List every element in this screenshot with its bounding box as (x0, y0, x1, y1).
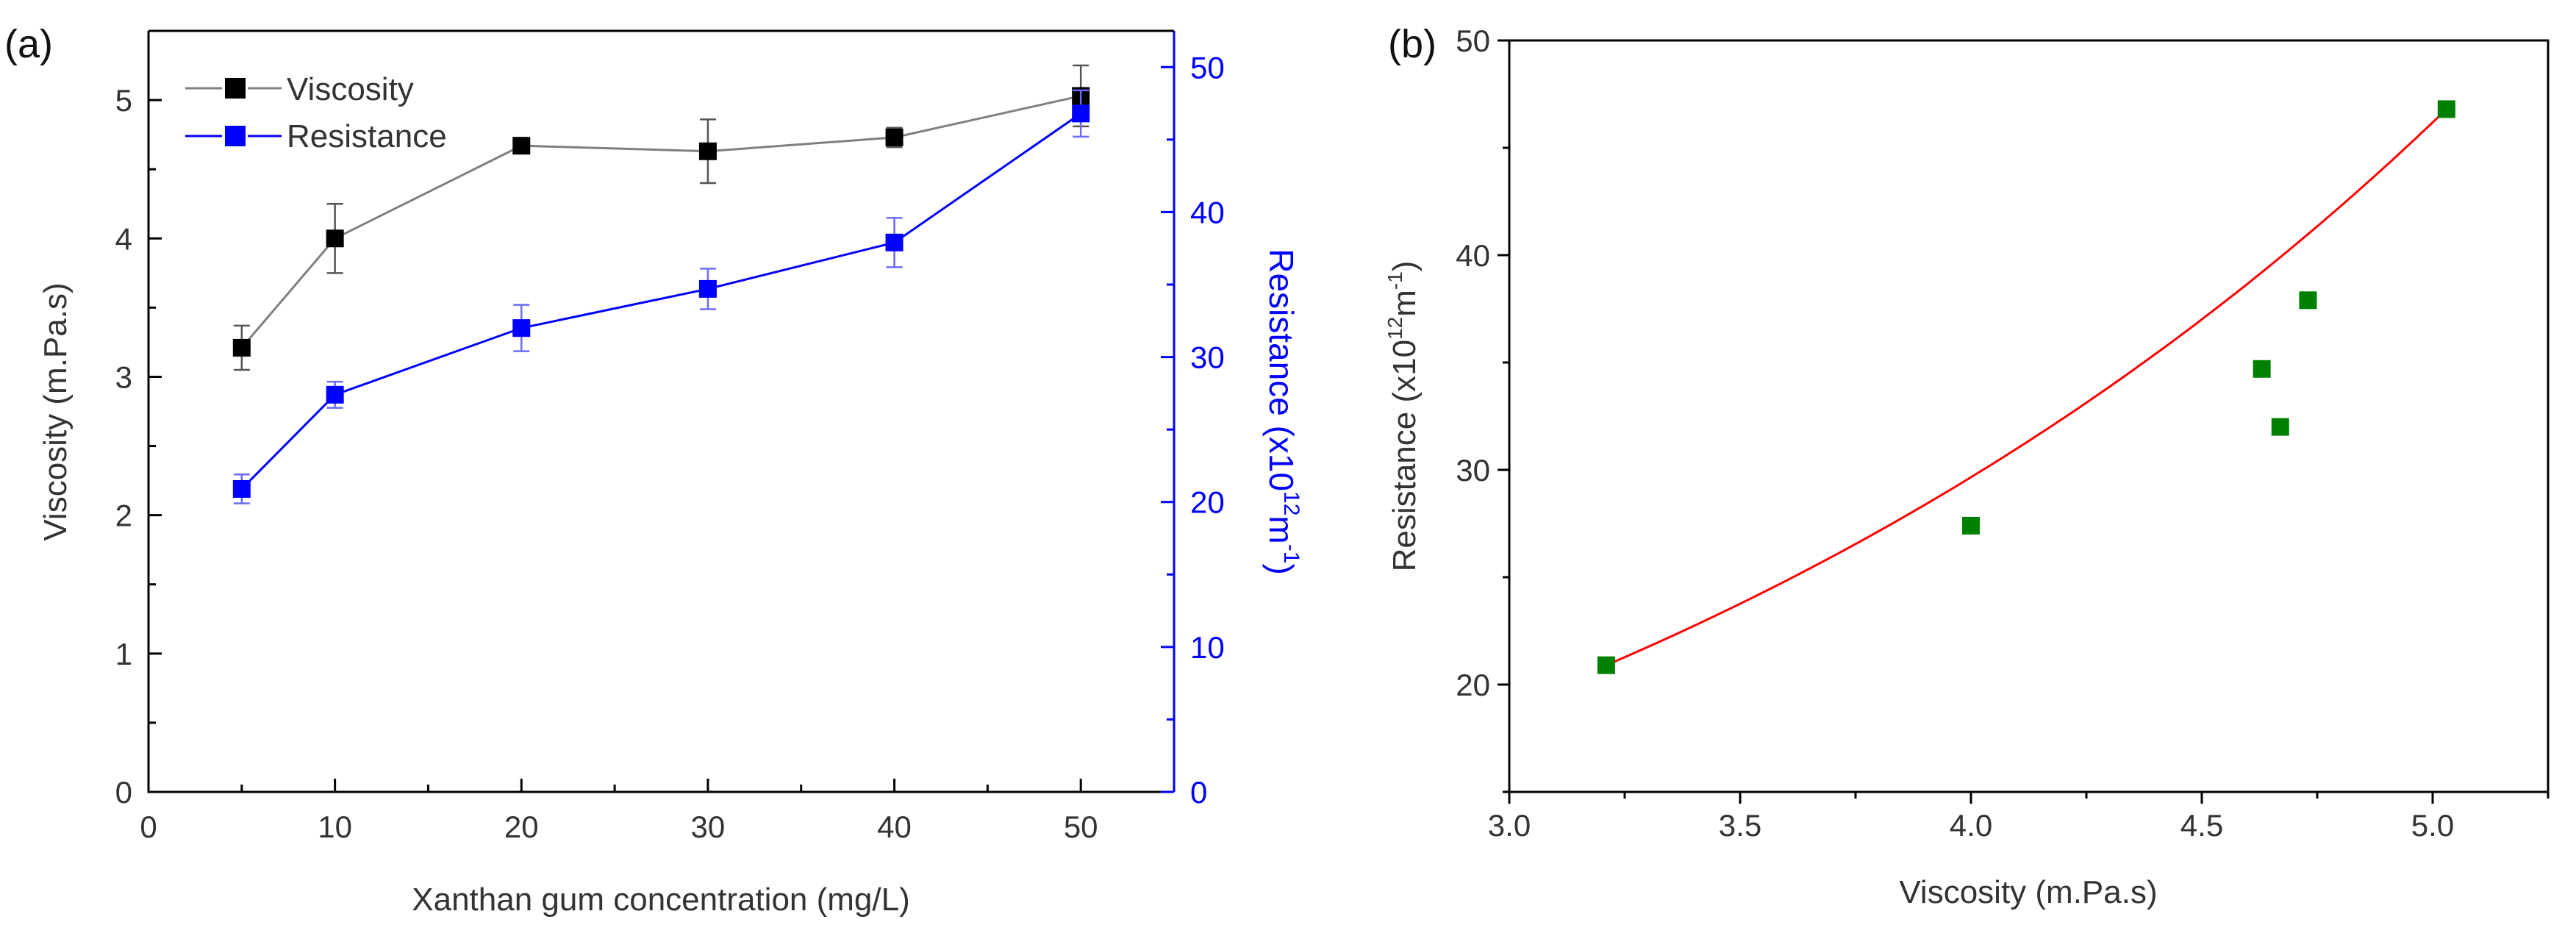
y2-title-unit: m (1262, 515, 1300, 543)
x-tick-label: 4.0 (1950, 808, 1992, 843)
legend-label-resistance: Resistance (287, 118, 447, 154)
resistance-point (885, 233, 904, 251)
legend-label-viscosity: Viscosity (287, 71, 414, 107)
y-title-main: Resistance (x10 (1387, 340, 1423, 571)
resistance-point (232, 479, 251, 498)
panel-b-y-axis-title: Resistance (x1012m-1) (1384, 261, 1423, 572)
resistance-line (240, 113, 1082, 490)
resistance-point (698, 279, 717, 298)
y-tick-label: 20 (1456, 668, 1490, 702)
panel-a-y2-ticks: 0 10 20 30 40 50 (1161, 50, 1225, 810)
y-title-unit: m (1387, 290, 1423, 317)
y-title-exponent: 12 (1384, 317, 1406, 340)
y-tick-label: 40 (1456, 238, 1490, 273)
y2-tick-label: 50 (1190, 50, 1225, 85)
y-tick-label: 3 (115, 360, 132, 394)
resistance-point (326, 385, 344, 404)
x-tick-label: 50 (1064, 810, 1098, 844)
x-tick-label: 3.5 (1719, 808, 1761, 843)
y2-title-main: Resistance (x10 (1262, 249, 1300, 491)
viscosity-line (240, 94, 1081, 349)
y2-tick-label: 30 (1190, 340, 1225, 375)
panel-b-y-ticks: 20 30 40 50 (1456, 24, 1509, 793)
y2-tick-label: 0 (1190, 775, 1207, 810)
panel-b: (b) 3.0 3.5 4.0 4.5 5.0 20 30 40 50 Viscosity (… (1384, 22, 2550, 910)
viscosity-point (885, 128, 904, 146)
x-tick-label: 0 (140, 810, 157, 844)
resistance-point (512, 319, 531, 338)
y-tick-label: 1 (115, 637, 132, 671)
panel-b-axes-frame (1508, 39, 2550, 793)
x-tick-label: 10 (318, 810, 352, 844)
x-tick-label: 40 (877, 810, 912, 844)
y2-tick-label: 10 (1190, 630, 1225, 665)
y-tick-label: 30 (1456, 453, 1490, 488)
panel-a-y2-axis-title: Resistance (x1012m-1) (1262, 249, 1303, 575)
panel-b-x-ticks: 3.0 3.5 4.0 4.5 5.0 (1488, 792, 2550, 843)
panel-a-series (232, 64, 1090, 504)
y2-title-close: ) (1262, 563, 1300, 574)
panel-b-points (1597, 100, 2455, 674)
scatter-point (2253, 360, 2271, 378)
scatter-point (1962, 516, 1980, 535)
y2-tick-label: 20 (1190, 485, 1225, 520)
panel-b-x-axis-title: Viscosity (m.Pa.s) (1899, 874, 2157, 910)
scatter-point (1597, 656, 1615, 674)
viscosity-point (326, 229, 344, 248)
x-tick-label: 5.0 (2411, 808, 2454, 843)
viscosity-point (698, 142, 717, 160)
scatter-point (2299, 291, 2317, 310)
panel-b-label: (b) (1388, 22, 1437, 66)
y-title-unit-exponent: -1 (1384, 271, 1406, 290)
panel-a-label: (a) (4, 22, 53, 66)
panel-a-x-ticks: 0 10 20 30 40 50 (140, 779, 1098, 844)
y-tick-label: 0 (115, 775, 132, 810)
resistance-point (1072, 104, 1090, 123)
fit-curve (1606, 108, 2447, 667)
panel-a-x-axis-title: Xanthan gum concentration (mg/L) (412, 882, 910, 918)
viscosity-point (512, 137, 531, 155)
legend-marker-viscosity (225, 78, 246, 99)
y2-title-exponent: 12 (1279, 491, 1303, 515)
y-tick-label: 2 (115, 499, 132, 533)
panel-b-fit (1606, 108, 2447, 667)
y-tick-label: 4 (115, 221, 132, 256)
panel-a-y-axis-title: Viscosity (m.Pa.s) (37, 282, 74, 540)
y2-title-unit-exponent: -1 (1279, 544, 1303, 564)
y-title-close: ) (1387, 261, 1423, 272)
legend: Viscosity Resistance (185, 71, 447, 154)
y-tick-label: 50 (1456, 24, 1490, 58)
legend-marker-resistance (225, 126, 246, 146)
y-tick-label: 5 (115, 83, 132, 118)
x-tick-label: 20 (504, 810, 539, 844)
x-tick-label: 4.5 (2180, 808, 2223, 843)
x-tick-label: 3.0 (1488, 808, 1531, 843)
y2-tick-label: 40 (1190, 195, 1225, 229)
scatter-point (2437, 100, 2455, 118)
scatter-point (2271, 418, 2289, 436)
x-tick-label: 30 (691, 810, 726, 844)
panel-a-y-ticks: 0 1 2 3 4 5 (115, 29, 162, 810)
viscosity-point (232, 338, 251, 357)
